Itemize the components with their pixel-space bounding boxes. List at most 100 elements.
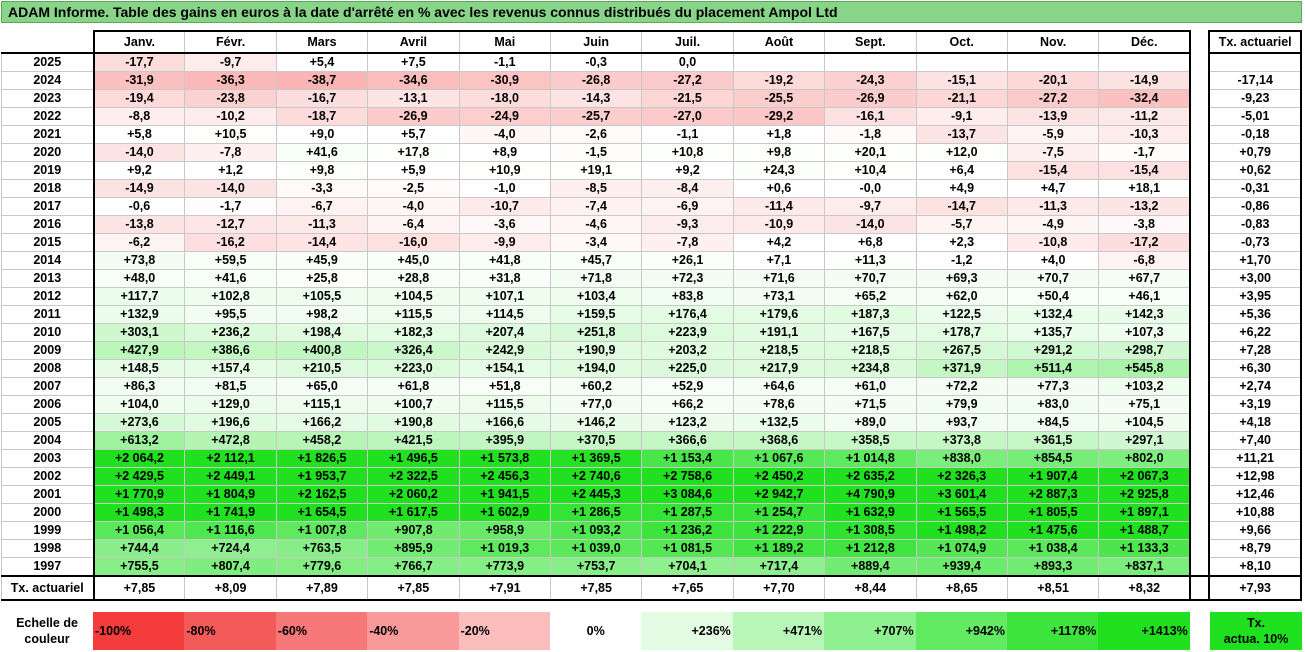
header-gap bbox=[1190, 31, 1209, 53]
rate-cell: -0,83 bbox=[1208, 215, 1303, 234]
value-cell: +71,5 bbox=[824, 395, 917, 414]
value-cell: -9,9 bbox=[458, 233, 551, 252]
value-cell: -13,8 bbox=[92, 215, 186, 234]
value-cell: +5,9 bbox=[367, 161, 460, 180]
value-cell: +132,5 bbox=[732, 413, 826, 432]
table-row: 2021 +5,8 +10,5 +9,0 +5,7 -4,0 -2,6 -1,1 +1,8 -1,… bbox=[1, 125, 1303, 144]
value-cell: -1,7 bbox=[1098, 143, 1192, 162]
value-cell: +5,8 bbox=[92, 125, 186, 144]
value-cell: +176,4 bbox=[641, 305, 734, 324]
value-cell: +1 369,5 bbox=[549, 449, 643, 468]
value-cell: -10,7 bbox=[458, 197, 551, 216]
value-cell: -14,0 bbox=[184, 179, 277, 198]
row-gap bbox=[1190, 125, 1210, 144]
rate-cell: +0,62 bbox=[1208, 161, 1303, 180]
value-cell: +889,4 bbox=[824, 557, 917, 577]
value-cell: +2 064,2 bbox=[92, 449, 186, 468]
table-row: 2001 +1 770,9 +1 804,9 +2 162,5 +2 060,2 +1 9… bbox=[1, 485, 1303, 504]
value-cell: +104,0 bbox=[92, 395, 186, 414]
value-cell: +2 758,6 bbox=[641, 467, 734, 486]
value-cell: +71,6 bbox=[732, 269, 826, 288]
rate-cell: +2,74 bbox=[1208, 377, 1303, 396]
year-cell: 1998 bbox=[1, 539, 94, 558]
value-cell: +1 498,2 bbox=[915, 521, 1008, 540]
value-cell: +2 445,3 bbox=[549, 485, 643, 504]
value-cell: 0,0 bbox=[641, 52, 734, 72]
value-cell: +194,0 bbox=[549, 359, 643, 378]
month-header: Janv. bbox=[92, 30, 186, 54]
value-cell: +1,2 bbox=[184, 161, 277, 180]
value-cell: -7,8 bbox=[641, 233, 734, 252]
value-cell: +41,6 bbox=[184, 269, 277, 288]
month-header: Sept. bbox=[824, 30, 917, 54]
value-cell: -1,5 bbox=[549, 143, 643, 162]
rate-cell: -17,14 bbox=[1208, 71, 1303, 90]
value-cell: -16,2 bbox=[184, 233, 277, 252]
row-gap bbox=[1190, 467, 1210, 486]
value-cell: +2 456,3 bbox=[458, 467, 551, 486]
month-header: Juil. bbox=[641, 30, 734, 54]
value-cell: +807,4 bbox=[184, 557, 277, 577]
table-row: 1997 +755,5 +807,4 +779,6 +766,7 +773,9 +753,7… bbox=[1, 557, 1303, 577]
value-cell: +10,9 bbox=[458, 161, 551, 180]
scale-label: Echelle de couleur bbox=[1, 612, 93, 650]
value-cell: +157,4 bbox=[184, 359, 277, 378]
value-cell: +117,7 bbox=[92, 287, 186, 306]
value-cell: -32,4 bbox=[1098, 89, 1192, 108]
value-cell: -18,0 bbox=[458, 89, 551, 108]
year-cell: 2017 bbox=[1, 197, 94, 216]
value-cell: +838,0 bbox=[915, 449, 1008, 468]
value-cell: +234,8 bbox=[824, 359, 917, 378]
value-cell: +4,7 bbox=[1006, 179, 1100, 198]
value-cell: +103,2 bbox=[1098, 377, 1192, 396]
value-cell: +166,6 bbox=[458, 413, 551, 432]
value-cell: +895,9 bbox=[367, 539, 460, 558]
value-cell: +67,7 bbox=[1098, 269, 1192, 288]
row-gap bbox=[1190, 377, 1210, 396]
value-cell: +907,8 bbox=[367, 521, 460, 540]
value-cell: +373,8 bbox=[915, 431, 1008, 450]
value-cell: -6,7 bbox=[275, 197, 369, 216]
scale-label-line1: Echelle de bbox=[16, 616, 78, 630]
value-cell: +148,5 bbox=[92, 359, 186, 378]
value-cell: +179,6 bbox=[732, 305, 826, 324]
value-cell: +64,6 bbox=[732, 377, 826, 396]
value-cell: -10,8 bbox=[1006, 233, 1100, 252]
value-cell: +73,1 bbox=[732, 287, 826, 306]
value-cell: +2 740,6 bbox=[549, 467, 643, 486]
month-header: Oct. bbox=[915, 30, 1008, 54]
scale-rate-line2: actua. 10% bbox=[1223, 632, 1289, 646]
value-cell: +207,4 bbox=[458, 323, 551, 342]
value-cell: -18,7 bbox=[275, 107, 369, 126]
value-cell: -8,4 bbox=[641, 179, 734, 198]
value-cell: +45,9 bbox=[275, 251, 369, 270]
value-cell: +297,1 bbox=[1098, 431, 1192, 450]
value-cell: +9,8 bbox=[275, 161, 369, 180]
year-cell: 2014 bbox=[1, 251, 94, 270]
rate-cell: -0,18 bbox=[1208, 125, 1303, 144]
value-cell: +1 654,5 bbox=[275, 503, 369, 522]
value-cell: +303,1 bbox=[92, 323, 186, 342]
year-cell: 2004 bbox=[1, 431, 94, 450]
year-cell: 2001 bbox=[1, 485, 94, 504]
rate-cell: +8,79 bbox=[1208, 539, 1303, 558]
year-cell: 2007 bbox=[1, 377, 94, 396]
value-cell: +223,9 bbox=[641, 323, 734, 342]
value-cell: +2 887,3 bbox=[1006, 485, 1100, 504]
value-cell: +2 112,1 bbox=[184, 449, 277, 468]
table-row: 1998 +744,4 +724,4 +763,5 +895,9 +1 019,3 +1 0… bbox=[1, 539, 1303, 558]
value-cell: +2 067,3 bbox=[1098, 467, 1192, 486]
row-gap bbox=[1190, 161, 1210, 180]
year-cell: 2013 bbox=[1, 269, 94, 288]
year-cell: 2025 bbox=[1, 52, 94, 72]
value-cell: +773,9 bbox=[458, 557, 551, 577]
value-cell: +1 287,5 bbox=[641, 503, 734, 522]
row-gap bbox=[1190, 359, 1210, 378]
value-cell: +763,5 bbox=[275, 539, 369, 558]
value-cell: +1 897,1 bbox=[1098, 503, 1192, 522]
value-cell: +2 060,2 bbox=[367, 485, 460, 504]
value-cell: +104,5 bbox=[367, 287, 460, 306]
value-cell: -0,6 bbox=[92, 197, 186, 216]
value-cell: -9,7 bbox=[824, 197, 917, 216]
table-row: 2002 +2 429,5 +2 449,1 +1 953,7 +2 322,5 +2 4… bbox=[1, 467, 1303, 486]
